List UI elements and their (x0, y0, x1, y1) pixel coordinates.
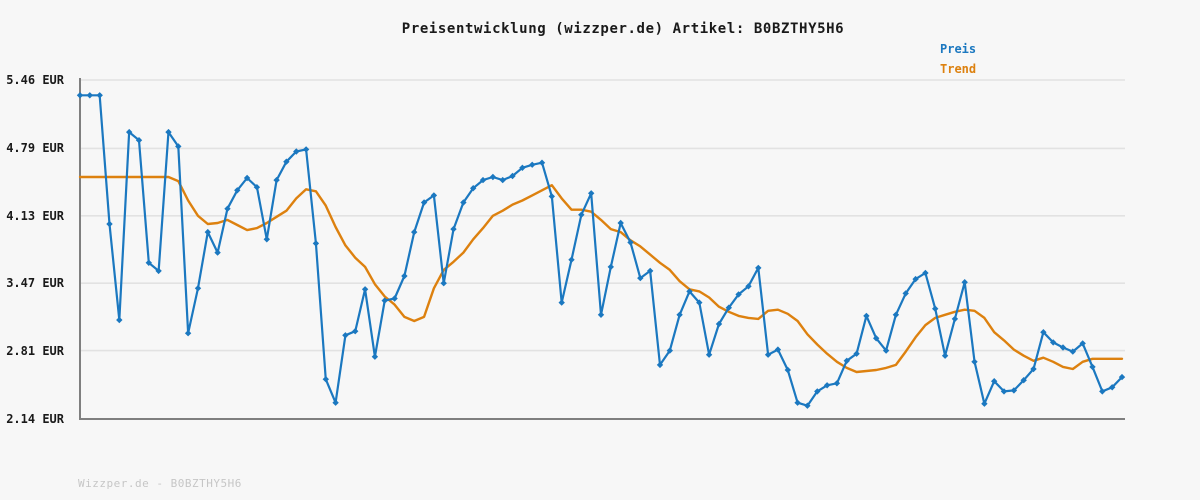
y-tick-label: 3.47 EUR (6, 276, 64, 291)
legend-item-trend: Trend (940, 62, 977, 76)
y-tick-label: 4.13 EUR (6, 208, 64, 223)
y-tick-label: 5.46 EUR (6, 73, 64, 87)
chart-title: Preisentwicklung (wizzper.de) Artikel: B… (401, 21, 845, 37)
chart-legend: Preis Trend (940, 39, 976, 79)
legend-item-preis: Preis (940, 42, 977, 56)
y-tick-label: 2.81 EUR (6, 343, 64, 358)
watermark-text: Wizzper.de - B0BZTHY5H6 (78, 477, 242, 490)
y-tick-label: 4.79 EUR (6, 141, 64, 156)
y-tick-label: 2.14 EUR (6, 412, 64, 426)
price-point-markers (76, 92, 1126, 409)
price-line (78, 94, 1124, 407)
trend-line (78, 175, 1124, 374)
